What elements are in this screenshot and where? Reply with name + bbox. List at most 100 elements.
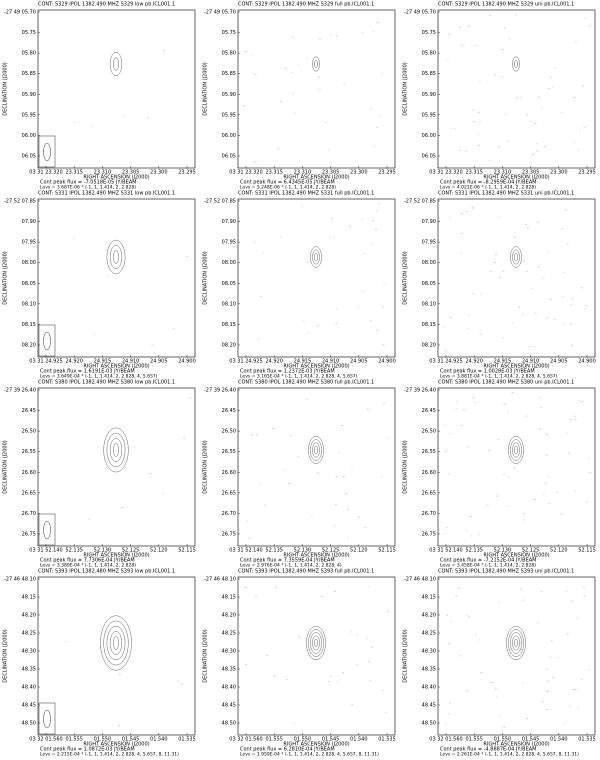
contour	[521, 314, 525, 316]
contour	[93, 333, 96, 335]
contour	[460, 424, 463, 426]
contour	[312, 56, 320, 72]
contour	[450, 620, 453, 622]
map-panel: CONT: S380 IPOL 1382.490 MHZ S380 uni pb…	[400, 378, 600, 569]
contour	[565, 591, 568, 593]
peak-flux: Cont peak flux = 1.0028E-03 JY/BEAM	[440, 369, 535, 375]
contour	[532, 345, 536, 347]
x-tick-label: 24.915	[94, 359, 112, 365]
contour	[332, 236, 336, 238]
y-axis-label: DECLINATION (J2000)	[3, 251, 9, 304]
contour	[584, 308, 587, 310]
contour	[545, 690, 549, 692]
contour	[575, 41, 578, 43]
contour	[312, 249, 320, 265]
contour	[525, 224, 528, 226]
panel-title: CONT: S329 IPOL 1382.490 MHZ S329 low pb…	[38, 2, 175, 8]
x-tick-label: 23.300	[150, 170, 168, 176]
contour	[324, 121, 328, 124]
y-tick-label: 48.35	[22, 667, 36, 673]
contour	[310, 515, 314, 517]
contour	[327, 681, 331, 683]
contour	[455, 408, 458, 410]
contour	[455, 595, 458, 597]
beam	[43, 520, 51, 540]
contour	[42, 150, 46, 152]
x-tick-label: 23.300	[350, 170, 368, 176]
map: CONT: S393 IPOL 1382.490 MHZ S393 uni pb…	[403, 569, 596, 758]
contour	[293, 723, 296, 725]
x-tick-label: 52.135	[265, 548, 283, 554]
x-tick-label: 24.900	[378, 359, 396, 365]
contour	[444, 450, 447, 452]
y-tick-label: 26.70	[422, 511, 436, 517]
contour	[376, 330, 379, 332]
contour	[260, 295, 263, 297]
contour	[180, 683, 184, 685]
contour	[446, 58, 449, 60]
contour	[573, 415, 576, 417]
plot-frame	[437, 387, 596, 547]
contour	[503, 726, 506, 728]
x-tick-label: 52.115	[178, 548, 196, 554]
contour	[316, 472, 320, 474]
contour	[330, 217, 334, 219]
contour	[335, 323, 338, 325]
contour	[536, 150, 539, 152]
y-tick-label: 08.05	[22, 281, 36, 287]
contour-levels: Levs = 2.215E-04 * (-1, 1, 1.414, 2, 2.8…	[40, 752, 179, 757]
y-tick-label: 26.45	[222, 408, 236, 414]
x-tick-label: 24.910	[522, 359, 540, 365]
contour	[525, 271, 528, 273]
x-axis-label: RIGHT ASCENSION (J2000)	[83, 553, 149, 559]
contour	[478, 81, 481, 83]
contour	[364, 526, 367, 528]
contour	[361, 218, 364, 220]
contour	[258, 338, 261, 340]
contour	[363, 253, 367, 255]
contour	[583, 595, 586, 597]
peak-flux: Cont peak flux = 6.2810E-04 JY/BEAM	[240, 747, 335, 753]
contour	[368, 660, 371, 662]
contour	[562, 295, 565, 297]
contour	[248, 537, 251, 539]
contour	[580, 679, 583, 681]
contour	[305, 57, 309, 59]
panel-title: CONT: S380 IPOL 1382.490 MHZ S380 uni pb…	[438, 380, 574, 386]
contour	[348, 225, 351, 227]
contour	[549, 76, 552, 78]
y-tick-label: 08.10	[22, 301, 36, 307]
y-tick-label: 26.60	[22, 470, 36, 476]
x-tick-label: 01.555	[465, 737, 483, 743]
contour	[570, 344, 574, 346]
x-tick-label: 52.125	[122, 548, 140, 554]
map-panel: CONT: S331 IPOL 1382.490 MHZ S331 low pb…	[0, 189, 200, 380]
x-tick-label: 03 32 01.560	[229, 737, 262, 743]
y-axis-label: DECLINATION (J2000)	[203, 629, 209, 682]
contour	[378, 115, 381, 118]
contour	[501, 48, 504, 50]
contour	[335, 35, 339, 37]
contour	[506, 411, 510, 413]
contour	[549, 298, 552, 300]
contour	[306, 399, 309, 401]
contour	[297, 456, 300, 458]
contour	[318, 38, 321, 40]
contour	[151, 344, 154, 346]
contour	[489, 271, 492, 273]
contour	[336, 308, 339, 310]
beam	[43, 142, 51, 162]
contour	[466, 615, 469, 617]
contour	[335, 476, 338, 478]
x-tick-label: 01.545	[522, 737, 540, 743]
contour	[563, 323, 566, 325]
map: CONT: S331 IPOL 1382.490 MHZ S331 low pb…	[3, 191, 196, 380]
x-tick-label: 23.295	[178, 170, 196, 176]
contour	[518, 642, 522, 644]
contour	[365, 638, 368, 640]
contour	[103, 427, 129, 473]
x-tick-label: 24.910	[322, 359, 340, 365]
contour	[162, 49, 166, 51]
contour	[371, 30, 375, 32]
contour	[540, 590, 543, 593]
